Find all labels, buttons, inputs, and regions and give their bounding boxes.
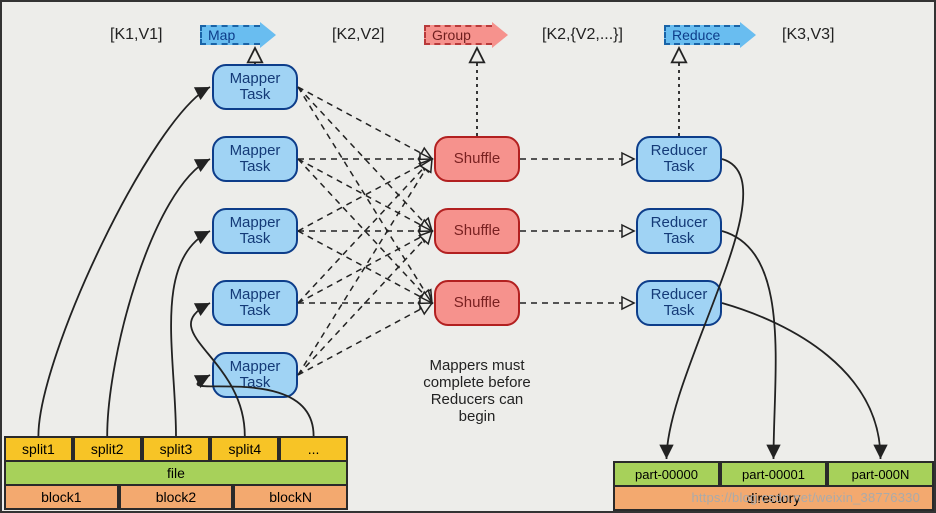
- mapper-task-4: Mapper Task: [212, 280, 298, 326]
- split-cell: ...: [279, 436, 348, 462]
- shuffle-1: Shuffle: [434, 136, 520, 182]
- group-arrow: Group: [424, 22, 514, 48]
- split-cell: split2: [73, 436, 142, 462]
- mapper-task-3: Mapper Task: [212, 208, 298, 254]
- block-cell: block1: [4, 484, 119, 510]
- shuffle-2: Shuffle: [434, 208, 520, 254]
- split-cell: split3: [142, 436, 211, 462]
- reducer-task-2: Reducer Task: [636, 208, 722, 254]
- header-k2v2: [K2,V2]: [332, 26, 384, 44]
- block-cell: block2: [119, 484, 234, 510]
- split-cell: split1: [4, 436, 73, 462]
- part-cell: part-00001: [720, 461, 827, 487]
- file-label: file: [4, 460, 348, 486]
- caption: Mappers must complete before Reducers ca…: [402, 357, 552, 425]
- part-cell: part-00000: [613, 461, 720, 487]
- shuffle-3: Shuffle: [434, 280, 520, 326]
- reducer-task-1: Reducer Task: [636, 136, 722, 182]
- map-arrow-label: Map: [208, 27, 235, 43]
- part-cell: part-000N: [827, 461, 934, 487]
- reduce-arrow-label: Reduce: [672, 27, 720, 43]
- group-arrow-label: Group: [432, 27, 471, 43]
- block-cell: blockN: [233, 484, 348, 510]
- watermark: https://blog.csdn.net/weixin_38776330: [691, 490, 920, 505]
- mapper-task-2: Mapper Task: [212, 136, 298, 182]
- mapper-task-1: Mapper Task: [212, 64, 298, 110]
- map-arrow: Map: [200, 22, 280, 48]
- split-cell: split4: [210, 436, 279, 462]
- header-k1v1: [K1,V1]: [110, 26, 162, 44]
- header-k3v3: [K3,V3]: [782, 26, 834, 44]
- mapper-task-5: Mapper Task: [212, 352, 298, 398]
- header-k2list: [K2,{V2,...}]: [542, 26, 623, 44]
- reduce-arrow: Reduce: [664, 22, 762, 48]
- reducer-task-3: Reducer Task: [636, 280, 722, 326]
